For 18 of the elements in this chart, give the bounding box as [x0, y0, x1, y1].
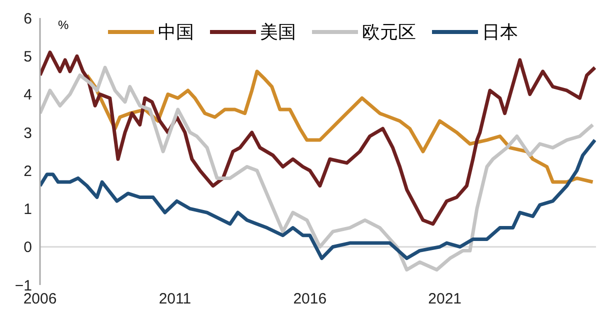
legend-label: 美国: [260, 21, 296, 44]
y-tick-label: 0: [24, 239, 32, 256]
y-axis-title: %: [58, 18, 69, 32]
x-tick-label: 2011: [158, 290, 192, 308]
legend-label: 欧元区: [362, 21, 416, 44]
legend-label: 日本: [482, 21, 518, 44]
y-tick-label: 6: [24, 10, 32, 28]
y-tick-label: 3: [24, 124, 32, 142]
y-tick-label: 1: [24, 201, 32, 218]
line-series: [40, 138, 596, 260]
y-tick-label: 2: [24, 162, 32, 180]
x-tick-label: 2016: [293, 290, 327, 308]
y-tick-label: 5: [24, 48, 32, 66]
x-tick-label: 2021: [428, 290, 462, 308]
y-tick-label: 4: [24, 86, 32, 104]
legend-label: 中国: [158, 21, 194, 44]
line-series: [40, 66, 595, 272]
line-series: [40, 50, 596, 226]
